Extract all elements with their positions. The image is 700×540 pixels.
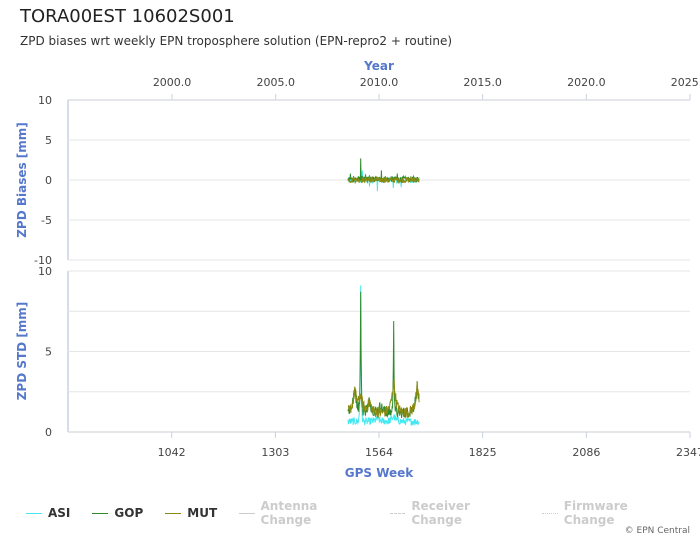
std-series-gop <box>347 291 420 419</box>
std-y-axis-title: ZPD STD [mm] <box>15 302 29 401</box>
std-x-tick-label: 1564 <box>365 446 393 459</box>
std-y-tick-label: 10 <box>38 265 52 278</box>
legend: ASI GOP MUT Antenna Change Receiver Change Fi… <box>26 499 700 527</box>
legend-item-asi[interactable]: ASI <box>26 506 70 520</box>
std-x-ticks: 1042 1303 1564 1825 2086 2347 <box>158 432 700 459</box>
legend-swatch <box>92 512 109 514</box>
bias-y-tick-label: 5 <box>45 134 52 147</box>
top-tick-label: 2005.0 <box>256 76 295 89</box>
std-panel: 10 5 0 1042 1303 1564 1825 2086 2347 ZPD STD [m… <box>15 265 700 480</box>
legend-label: Receiver Change <box>411 499 470 527</box>
std-series-group <box>347 285 420 427</box>
legend-swatch <box>542 512 558 514</box>
bias-y-ticks: 10 5 0 -5 -10 <box>34 94 52 267</box>
legend-label: Firmware Change <box>563 499 628 527</box>
chart-title: TORA00EST 10602S001 <box>20 6 235 27</box>
std-y-ticks: 10 5 0 <box>38 265 52 439</box>
top-axis-title: Year <box>363 59 394 73</box>
std-series-mut <box>347 379 420 418</box>
legend-item-gop[interactable]: GOP <box>92 506 143 520</box>
chart-canvas: Year 2000.0 2005.0 2010.0 2015.0 2020.0 2025.… <box>15 59 700 480</box>
credit-text: © EPN Central <box>624 526 690 536</box>
bias-y-tick-label: -10 <box>34 254 52 267</box>
top-tick-label: 2015.0 <box>463 76 502 89</box>
top-tick-label: 2000.0 <box>153 76 192 89</box>
top-axis-ticks: 2000.0 2005.0 2010.0 2015.0 2020.0 2025.0 <box>153 76 700 100</box>
bias-y-axis-title: ZPD Biases [mm] <box>15 122 29 238</box>
legend-item-mut[interactable]: MUT <box>165 506 217 520</box>
std-x-tick-label: 1042 <box>158 446 186 459</box>
legend-swatch <box>389 512 406 514</box>
bias-y-tick-label: 0 <box>45 174 52 187</box>
legend-label: Antenna Change <box>260 499 318 527</box>
bias-panel: 10 5 0 -5 -10 ZPD Biases [mm] <box>15 94 690 267</box>
legend-label: ASI <box>48 506 71 520</box>
std-x-tick-label: 2086 <box>572 446 600 459</box>
bias-y-tick-label: -5 <box>41 214 52 227</box>
legend-label: GOP <box>114 506 144 520</box>
legend-label: MUT <box>187 506 218 520</box>
std-x-tick-label: 1825 <box>469 446 497 459</box>
top-tick-label: 2025.0 <box>671 76 700 89</box>
chart-subtitle: ZPD biases wrt weekly EPN troposphere so… <box>20 34 453 48</box>
std-x-tick-label: 2347 <box>676 446 700 459</box>
std-x-tick-label: 1303 <box>261 446 289 459</box>
std-x-axis-title: GPS Week <box>345 466 415 480</box>
top-tick-label: 2020.0 <box>567 76 606 89</box>
std-y-tick-label: 5 <box>45 346 52 359</box>
legend-item-firmware-change[interactable]: Firmware Change <box>542 499 678 527</box>
top-tick-label: 2010.0 <box>360 76 399 89</box>
legend-item-receiver-change[interactable]: Receiver Change <box>389 499 520 527</box>
bias-y-tick-label: 10 <box>38 94 52 107</box>
legend-swatch <box>26 512 42 514</box>
std-y-tick-label: 0 <box>45 426 52 439</box>
legend-swatch <box>165 512 182 514</box>
bias-series-group <box>347 158 420 192</box>
legend-swatch <box>239 512 255 514</box>
legend-item-antenna-change[interactable]: Antenna Change <box>239 499 368 527</box>
bias-series-mut <box>347 175 420 185</box>
